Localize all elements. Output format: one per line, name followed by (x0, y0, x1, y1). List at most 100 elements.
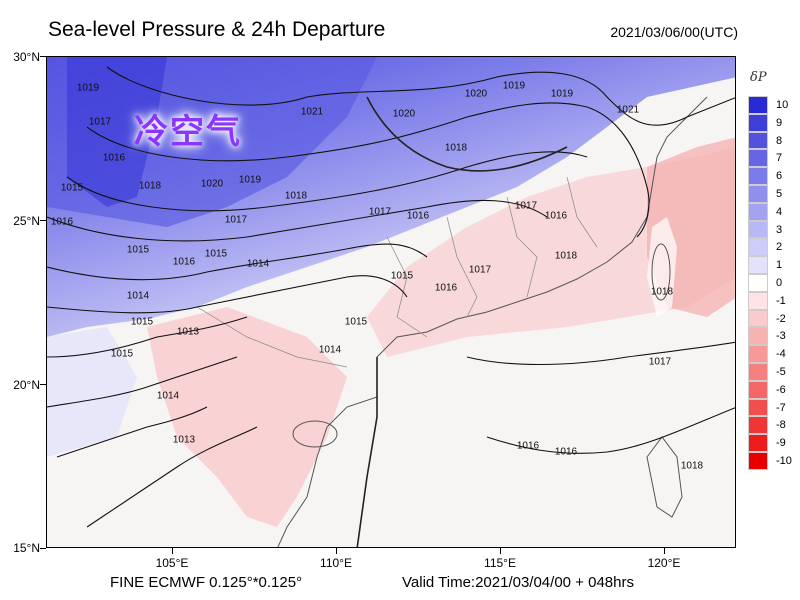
isobar-label: 1016 (102, 152, 126, 164)
isobar-label: 1016 (434, 282, 458, 294)
colorbar-title: δP (750, 70, 767, 85)
isobar-label: 1020 (392, 108, 416, 120)
isobar-label: 1014 (126, 290, 150, 302)
isobar-label: 1015 (60, 182, 84, 194)
isobar-label: 1015 (204, 248, 228, 260)
isobar-label: 1016 (544, 210, 568, 222)
isobar-label: 1020 (200, 178, 224, 190)
isobar-label: 1017 (224, 214, 248, 226)
colorbar-label: 3 (776, 223, 783, 236)
isobar-label: 1018 (650, 286, 674, 298)
lon-tick (336, 548, 337, 554)
isobar-label: 1015 (344, 316, 368, 328)
colorbar-swatch (748, 309, 768, 328)
colorbar-swatch (748, 96, 768, 114)
taiwan-island (651, 243, 671, 301)
isobar-label: 1019 (76, 82, 100, 94)
isobar-label: 1019 (238, 174, 262, 186)
colorbar-label: 1 (776, 259, 783, 272)
lon-label: 120°E (647, 556, 681, 570)
isobar-label: 1018 (284, 190, 308, 202)
colorbar-label: 6 (776, 170, 783, 183)
colorbar-label: 0 (776, 276, 783, 289)
colorbar-label: 5 (776, 187, 783, 200)
colorbar-swatch (748, 220, 768, 239)
isobar-label: 1015 (110, 348, 134, 360)
isobar-label: 1018 (554, 250, 578, 262)
isobar-label: 1019 (550, 88, 574, 100)
colorbar-label: -5 (776, 365, 786, 378)
colorbar-label: -6 (776, 383, 786, 396)
isobar-label: 1016 (554, 446, 578, 458)
colorbar-swatch (748, 202, 768, 221)
colorbar-label: 2 (776, 241, 783, 254)
lat-tick (40, 56, 46, 57)
map-canvas (47, 57, 735, 547)
pressure-map (46, 56, 736, 548)
isobar-label: 1016 (516, 440, 540, 452)
colorbar-label: -1 (776, 294, 786, 307)
colorbar-label: 10 (776, 98, 789, 111)
colorbar-swatch (748, 184, 768, 203)
isobar-label: 1020 (464, 88, 488, 100)
colorbar-label: -9 (776, 437, 786, 450)
datetime-label: 2021/03/06/00(UTC) (610, 24, 738, 40)
colorbar-swatch (748, 362, 768, 381)
isobar-label: 1014 (318, 344, 342, 356)
colorbar-swatch (748, 345, 768, 363)
colorbar-swatch (748, 238, 768, 257)
lon-tick (172, 548, 173, 554)
colorbar-swatch (748, 327, 768, 346)
isobar-label: 1021 (616, 104, 640, 116)
isobar-label: 1015 (390, 270, 414, 282)
hainan-island (292, 420, 338, 448)
colorbar-swatch (748, 113, 768, 132)
lon-label: 115°E (484, 556, 516, 570)
colorbar-swatch (748, 131, 768, 150)
colorbar-swatch (748, 398, 768, 417)
isobar-label: 1017 (648, 356, 672, 368)
isobar-label: 1016 (50, 216, 74, 228)
colorbar-label: 9 (776, 116, 783, 129)
isobar-label: 1013 (176, 326, 200, 338)
colorbar-label: -2 (776, 312, 786, 325)
warm-region-south-china (367, 147, 735, 357)
isobar-label: 1016 (172, 256, 196, 268)
colorbar-label: 8 (776, 134, 783, 147)
isobar-label: 1016 (406, 210, 430, 222)
isobar-label: 1015 (130, 316, 154, 328)
lon-label: 105°E (155, 556, 189, 570)
colorbar-label: 4 (776, 205, 783, 218)
colorbar-label: -4 (776, 348, 786, 361)
isobar-label: 1018 (444, 142, 468, 154)
colorbar-swatch (748, 273, 768, 292)
isobar-label: 1017 (514, 200, 538, 212)
colorbar (748, 96, 768, 470)
warm-region-indochina (147, 307, 347, 527)
isobar-label: 1021 (300, 106, 324, 118)
lat-tick (40, 220, 46, 221)
lat-label: 20°N (13, 378, 40, 392)
lat-label: 15°N (13, 541, 40, 555)
colorbar-swatch (748, 416, 768, 435)
isobar-label: 1014 (246, 258, 270, 270)
isobar-label: 1017 (88, 116, 112, 128)
isobar-label: 1018 (680, 460, 704, 472)
colorbar-label: -8 (776, 419, 786, 432)
isobar-label: 1017 (468, 264, 492, 276)
valid-time-label: Valid Time:2021/03/04/00 + 048hrs (402, 574, 634, 591)
colorbar-label: -7 (776, 401, 786, 414)
lat-label: 25°N (13, 214, 40, 228)
isobar-label: 1013 (172, 434, 196, 446)
isobar-label: 1017 (368, 206, 392, 218)
lat-tick (40, 548, 46, 549)
isobar-label: 1014 (156, 390, 180, 402)
colorbar-swatch (748, 451, 768, 470)
lon-tick (664, 548, 665, 554)
colorbar-label: 7 (776, 152, 783, 165)
chart-title: Sea-level Pressure & 24h Departure (48, 18, 386, 41)
model-label: FINE ECMWF 0.125°*0.125° (110, 574, 303, 591)
lat-tick (40, 384, 46, 385)
colorbar-label: -3 (776, 330, 786, 343)
colorbar-swatch (748, 380, 768, 399)
